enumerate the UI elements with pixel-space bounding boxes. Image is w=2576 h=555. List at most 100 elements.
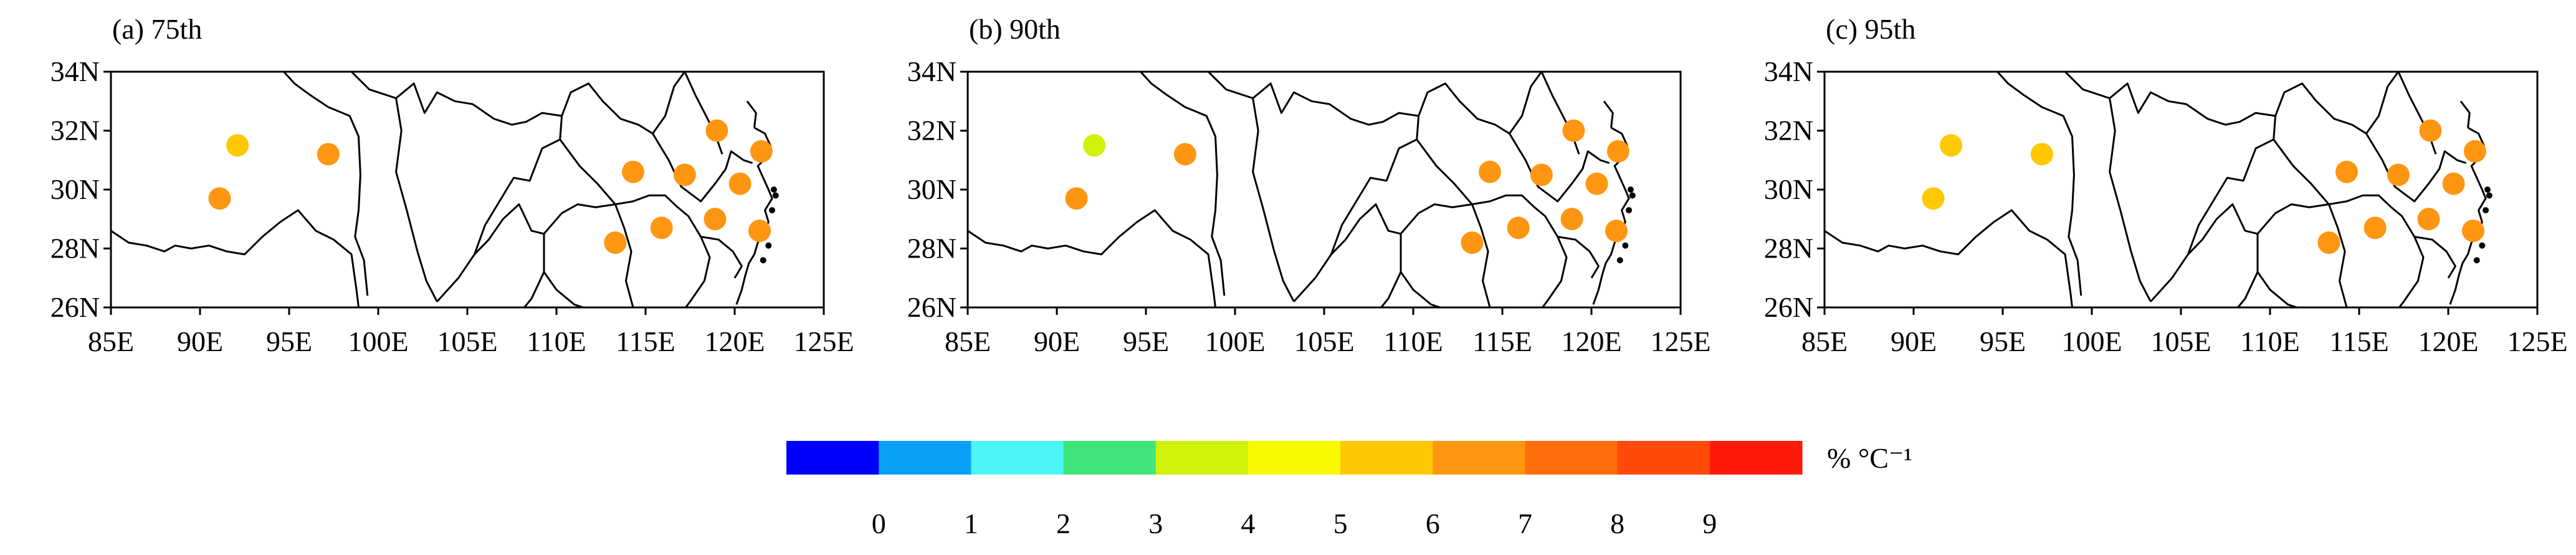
- island-marker: [1629, 192, 1636, 199]
- stations-c: [1922, 119, 2486, 254]
- boundary-line: [1400, 271, 1443, 307]
- station-marker: [1585, 172, 1608, 195]
- colorbar-label: 9: [1702, 508, 1717, 539]
- colorbar-swatch: [971, 441, 1064, 475]
- boundary-line: [283, 72, 369, 296]
- island-marker: [2473, 257, 2480, 264]
- x-tick-label: 85E: [88, 326, 134, 357]
- boundary-line: [1416, 138, 1535, 208]
- boundary-line: [677, 206, 711, 307]
- colorbar-swatch: [1433, 441, 1526, 475]
- station-marker: [1562, 119, 1585, 142]
- x-tick-label: 110E: [527, 326, 586, 357]
- island-marker: [772, 192, 779, 199]
- x-tick-label: 120E: [1561, 326, 1621, 357]
- station-marker: [1605, 220, 1628, 243]
- station-marker: [748, 220, 771, 243]
- x-tick-label: 85E: [945, 326, 991, 357]
- x-tick-label: 95E: [266, 326, 312, 357]
- boundary-line: [1471, 204, 1491, 307]
- station-marker: [650, 216, 673, 239]
- boundary-line: [2327, 204, 2348, 307]
- boundary-line: [2109, 98, 2152, 302]
- boundary-line: [543, 271, 586, 307]
- island-marker: [1616, 257, 1623, 264]
- colorbar-label: 4: [1241, 508, 1255, 539]
- colorbar-swatch: [1525, 441, 1618, 475]
- x-tick-label: 105E: [2150, 326, 2211, 357]
- colorbar-label: 5: [1333, 508, 1348, 539]
- x-tick-label: 100E: [348, 326, 408, 357]
- y-tick-label: 28N: [1764, 233, 1813, 264]
- station-marker: [2417, 208, 2440, 231]
- colorbar-swatch: [1063, 441, 1157, 475]
- station-marker: [2463, 140, 2486, 163]
- boundary-line: [2390, 206, 2425, 307]
- station-marker: [226, 134, 249, 157]
- boundaries-b: [968, 72, 1636, 307]
- station-marker: [673, 163, 696, 186]
- x-tick-label: 85E: [1801, 326, 1848, 357]
- y-axis-a: 34N 32N 30N 28N 26N: [50, 56, 111, 323]
- boundary-line: [2274, 72, 2400, 135]
- y-tick-label: 26N: [1764, 291, 1813, 323]
- x-axis-a: 85E 90E 95E 100E 105E 110E 115E 120E 125E: [88, 307, 854, 357]
- island-marker: [2479, 242, 2486, 249]
- station-marker: [1065, 187, 1088, 210]
- y-tick-label: 34N: [907, 56, 956, 87]
- island-marker: [760, 257, 766, 264]
- x-tick-label: 120E: [704, 326, 765, 357]
- stations-b: [1065, 119, 1629, 254]
- boundary-line: [1400, 203, 1472, 234]
- colorbar-label: 2: [1056, 508, 1071, 539]
- boundary-line: [1557, 236, 1600, 279]
- boundary-line: [1603, 100, 1614, 128]
- y-tick-label: 32N: [50, 115, 100, 147]
- x-tick-label: 115E: [1472, 326, 1532, 357]
- boundary-line: [746, 100, 757, 128]
- colorbar-label: 1: [964, 508, 978, 539]
- island-marker: [2484, 186, 2491, 193]
- station-marker: [1922, 187, 1945, 210]
- boundary-line: [2064, 72, 2276, 126]
- boundary-line: [1208, 72, 1419, 126]
- station-marker: [2387, 163, 2410, 186]
- station-marker: [704, 208, 727, 231]
- boundary-line: [2414, 236, 2456, 279]
- y-tick-label: 30N: [907, 173, 956, 205]
- station-marker: [317, 143, 340, 166]
- station-marker: [1173, 143, 1196, 166]
- y-tick-label: 34N: [1764, 56, 1813, 87]
- y-tick-label: 30N: [1764, 173, 1813, 205]
- colorbar-label: 3: [1148, 508, 1163, 539]
- island-marker: [769, 207, 776, 214]
- x-tick-label: 100E: [2061, 326, 2122, 357]
- station-marker: [750, 140, 773, 163]
- x-tick-label: 120E: [2418, 326, 2478, 357]
- boundary-line: [1996, 72, 2082, 296]
- y-tick-label: 34N: [50, 56, 100, 87]
- colorbar-label: 0: [872, 508, 886, 539]
- island-marker: [765, 242, 772, 249]
- colorbar-label: 6: [1426, 508, 1440, 539]
- colorbar-swatch: [1155, 441, 1249, 475]
- station-marker: [622, 160, 644, 183]
- station-marker: [2462, 220, 2484, 243]
- colorbar-swatch: [1709, 441, 1803, 475]
- station-marker: [1507, 216, 1530, 239]
- colorbar-swatch: [1247, 441, 1341, 475]
- x-axis-b: 85E 90E 95E 100E 105E 110E 115E 120E 125E: [945, 307, 1711, 357]
- station-marker: [1606, 140, 1629, 163]
- station-marker: [1461, 231, 1484, 254]
- boundary-line: [2150, 203, 2259, 307]
- colorbar-swatch: [1340, 441, 1433, 475]
- boundary-line: [1140, 72, 1226, 296]
- map-panel-a: (a) 75th 85E 90E 95E 100E 105E 110E 115E 120E 12…: [50, 13, 854, 357]
- station-marker: [2030, 143, 2053, 166]
- x-tick-label: 90E: [1891, 326, 1937, 357]
- y-tick-label: 26N: [50, 291, 100, 323]
- boundary-line: [1825, 209, 2073, 307]
- station-marker: [2317, 231, 2340, 254]
- station-marker: [1083, 134, 1106, 157]
- colorbar-unit: % °C⁻¹: [1827, 442, 1912, 474]
